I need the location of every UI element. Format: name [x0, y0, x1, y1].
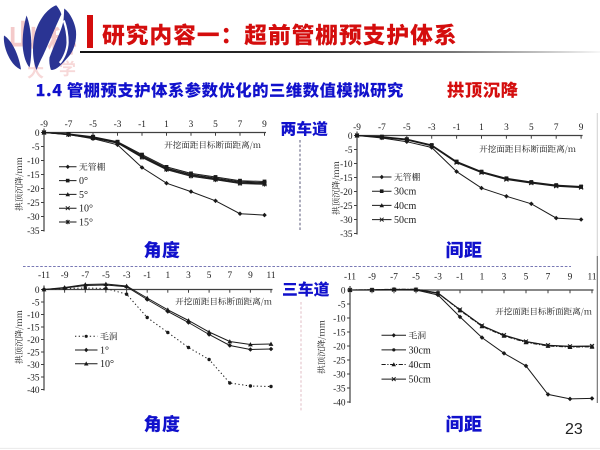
svg-text:-9: -9 — [368, 273, 376, 283]
svg-text:-5: -5 — [89, 120, 97, 130]
svg-text:-10: -10 — [340, 160, 353, 170]
svg-text:-7: -7 — [65, 120, 73, 130]
svg-text:-10: -10 — [27, 311, 40, 321]
svg-text:5: 5 — [213, 120, 218, 130]
svg-text:-11: -11 — [344, 273, 356, 283]
svg-text:1: 1 — [479, 123, 484, 133]
svg-text:0: 0 — [35, 286, 40, 296]
svg-text:3: 3 — [504, 123, 509, 133]
svg-text:-1: -1 — [456, 273, 464, 283]
svg-text:-11: -11 — [38, 271, 50, 281]
svg-text:-25: -25 — [27, 349, 40, 359]
svg-text:15°: 15° — [79, 218, 93, 229]
svg-text:5°: 5° — [79, 190, 88, 201]
svg-text:-3: -3 — [123, 271, 131, 281]
svg-text:-35: -35 — [27, 374, 40, 384]
svg-text:-9: -9 — [61, 271, 69, 281]
svg-text:-3: -3 — [114, 120, 122, 130]
svg-text:-7: -7 — [378, 123, 386, 133]
svg-text:0: 0 — [348, 132, 353, 142]
svg-text:-3: -3 — [434, 273, 442, 283]
svg-text:-5: -5 — [102, 271, 110, 281]
svg-text:10°: 10° — [79, 204, 93, 215]
svg-text:-15: -15 — [340, 174, 353, 184]
svg-text:-5: -5 — [345, 146, 353, 156]
svg-text:-10: -10 — [333, 315, 346, 325]
svg-text:3: 3 — [186, 271, 191, 281]
svg-text:9: 9 — [262, 120, 267, 130]
svg-text:-9: -9 — [40, 120, 48, 130]
svg-text:-35: -35 — [27, 227, 40, 237]
svg-text:-30: -30 — [340, 216, 353, 226]
svg-text:-20: -20 — [333, 343, 346, 353]
svg-text:5: 5 — [524, 273, 529, 283]
svg-text:-20: -20 — [340, 188, 353, 198]
svg-text:-9: -9 — [353, 123, 361, 133]
svg-text:0: 0 — [341, 287, 346, 297]
svg-text:-30: -30 — [333, 371, 346, 381]
svg-text:10°: 10° — [100, 359, 114, 370]
svg-text:3: 3 — [502, 273, 507, 283]
svg-text:-20: -20 — [27, 185, 40, 195]
svg-text:50cm: 50cm — [409, 375, 431, 386]
svg-text:7: 7 — [554, 123, 559, 133]
svg-text:-15: -15 — [27, 324, 40, 334]
svg-text:-20: -20 — [27, 336, 40, 346]
svg-text:-1: -1 — [143, 271, 151, 281]
svg-text:-25: -25 — [333, 357, 346, 367]
svg-text:-5: -5 — [403, 123, 411, 133]
svg-text:-3: -3 — [428, 123, 436, 133]
svg-text:-35: -35 — [333, 385, 346, 395]
svg-text:-7: -7 — [81, 271, 89, 281]
svg-text:-15: -15 — [27, 171, 40, 181]
svg-text:7: 7 — [238, 120, 243, 130]
svg-text:30cm: 30cm — [394, 187, 416, 198]
svg-text:-1: -1 — [138, 120, 146, 130]
svg-text:-30: -30 — [27, 361, 40, 371]
svg-text:-30: -30 — [27, 213, 40, 223]
svg-text:-40: -40 — [27, 386, 40, 396]
svg-text:5: 5 — [207, 271, 212, 281]
svg-text:1: 1 — [480, 273, 485, 283]
svg-text:50cm: 50cm — [394, 215, 416, 226]
svg-text:40cm: 40cm — [409, 360, 431, 371]
svg-text:-5: -5 — [338, 301, 346, 311]
svg-text:-35: -35 — [340, 230, 353, 240]
svg-text:-10: -10 — [27, 157, 40, 167]
svg-text:-5: -5 — [412, 273, 420, 283]
svg-text:-5: -5 — [32, 299, 40, 309]
svg-text:-5: -5 — [32, 143, 40, 153]
svg-text:7: 7 — [227, 271, 232, 281]
svg-text:9: 9 — [248, 271, 253, 281]
svg-text:1: 1 — [165, 271, 170, 281]
svg-text:-25: -25 — [340, 202, 353, 212]
svg-text:-7: -7 — [390, 273, 398, 283]
svg-text:30cm: 30cm — [409, 345, 431, 356]
svg-text:5: 5 — [529, 123, 534, 133]
svg-text:-25: -25 — [27, 199, 40, 209]
svg-text:11: 11 — [267, 271, 276, 281]
svg-text:-15: -15 — [333, 329, 346, 339]
svg-text:40cm: 40cm — [394, 201, 416, 212]
svg-text:1: 1 — [164, 120, 169, 130]
svg-text:0°: 0° — [79, 176, 88, 187]
svg-text:9: 9 — [568, 273, 573, 283]
svg-text:9: 9 — [579, 123, 584, 133]
svg-text:7: 7 — [546, 273, 551, 283]
svg-text:11: 11 — [588, 273, 597, 283]
svg-text:-40: -40 — [333, 399, 346, 409]
svg-text:1°: 1° — [100, 346, 109, 357]
svg-text:-1: -1 — [453, 123, 461, 133]
svg-text:0: 0 — [35, 129, 40, 139]
svg-text:3: 3 — [189, 120, 194, 130]
